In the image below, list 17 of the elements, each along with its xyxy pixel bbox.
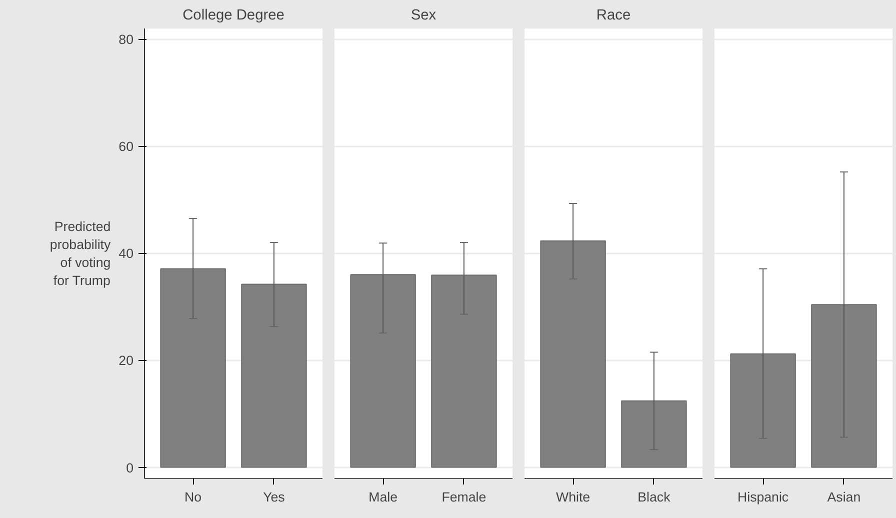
y-tick-label: 40 bbox=[118, 246, 134, 262]
y-tick-label: 0 bbox=[126, 460, 134, 476]
x-tick-label: Yes bbox=[263, 490, 286, 504]
x-tick-label: White bbox=[556, 490, 590, 504]
y-tick-label: 60 bbox=[118, 139, 134, 154]
y-tick-label: 80 bbox=[118, 32, 134, 48]
chart-title: College Degree bbox=[182, 8, 284, 24]
y-axis-title: Predicted probability of voting for Trump bbox=[50, 219, 112, 288]
x-tick-label: Female bbox=[442, 490, 486, 504]
x-tick-label: No bbox=[184, 490, 202, 504]
x-tick-label: Male bbox=[368, 490, 398, 504]
x-tick-label: Black bbox=[638, 490, 671, 504]
chart-title: Race bbox=[596, 8, 631, 24]
chart-title: Sex bbox=[410, 8, 437, 24]
x-tick-label: Asian bbox=[827, 490, 861, 504]
x-tick-label: Hispanic bbox=[737, 490, 789, 504]
y-tick-label: 20 bbox=[118, 353, 134, 368]
